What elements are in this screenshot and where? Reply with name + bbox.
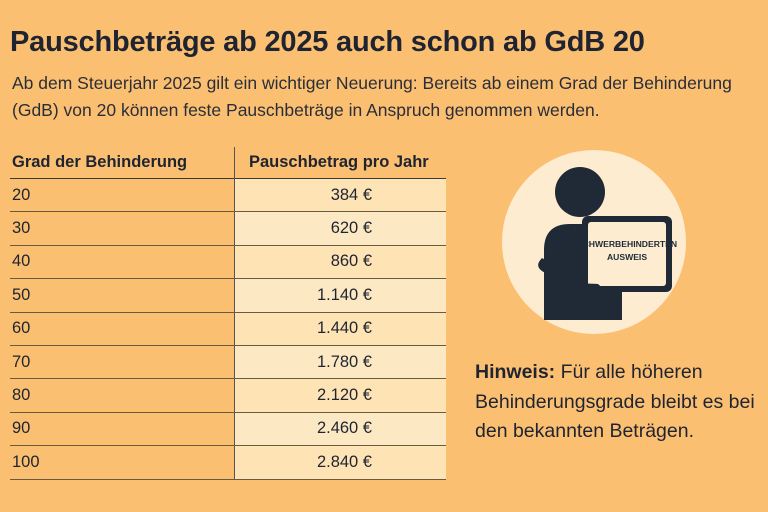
amount-cell: 2.120 € <box>234 379 446 412</box>
hand-icon <box>564 283 602 302</box>
page-title: Pauschbeträge ab 2025 auch schon ab GdB … <box>10 26 645 58</box>
intro-text: Ab dem Steuerjahr 2025 gilt ein wichtige… <box>12 73 732 120</box>
header-grade: Grad der Behinderung <box>12 153 188 171</box>
amount-cell: 620 € <box>234 212 446 245</box>
table-header: Grad der Behinderung Pauschbetrag pro Ja… <box>10 146 446 179</box>
table-row: 20 384 € <box>10 179 446 213</box>
amount-cell: 1.140 € <box>234 279 446 312</box>
amount-cell: 1.780 € <box>234 345 446 379</box>
card-text-line2: AUSWEIS <box>607 252 647 262</box>
grade-cell: 70 <box>12 352 31 371</box>
disability-id-card: SCHWERBEHINDERTEN AUSWEIS <box>577 216 677 292</box>
header-amount: Pauschbetrag pro Jahr <box>234 146 446 179</box>
amount-cell: 2.840 € <box>234 446 446 479</box>
table-row: 70 1.780 € <box>10 345 446 380</box>
table-row: 80 2.120 € <box>10 379 446 413</box>
hint-body: Für alle höheren Behinderungsgrade bleib… <box>475 361 755 442</box>
grade-cell: 90 <box>12 419 31 438</box>
amount-cell: 1.440 € <box>234 312 446 345</box>
grade-cell: 100 <box>12 452 40 471</box>
card-text-line1: SCHWERBEHINDERTEN <box>577 239 677 249</box>
grade-cell: 20 <box>12 185 31 204</box>
table-row: 60 1.440 € <box>10 312 446 346</box>
table-row: 50 1.140 € <box>10 279 446 313</box>
grade-cell: 40 <box>12 252 31 271</box>
table-body: 20 384 €30 620 €40 860 €50 1.140 €60 1.440 €7… <box>10 179 446 480</box>
grade-cell: 60 <box>12 319 31 338</box>
grade-cell: 80 <box>12 386 31 405</box>
grade-cell: 50 <box>12 285 31 304</box>
grade-cell: 30 <box>12 219 31 238</box>
table-row: 90 2.460 € <box>10 412 446 447</box>
table-row: 100 2.840 € <box>10 446 446 480</box>
amount-cell: 384 € <box>234 179 446 212</box>
amount-cell: 2.460 € <box>234 412 446 446</box>
allowance-table: Grad der Behinderung Pauschbetrag pro Ja… <box>10 146 446 480</box>
table-row: 30 620 € <box>10 212 446 246</box>
amount-cell: 860 € <box>234 245 446 279</box>
hint-text: Hinweis: Für alle höheren Behinderungsgr… <box>475 358 755 447</box>
table-row: 40 860 € <box>10 245 446 280</box>
id-card-person-illustration: SCHWERBEHINDERTEN AUSWEIS <box>502 150 686 334</box>
hint-label: Hinweis: <box>475 361 556 383</box>
